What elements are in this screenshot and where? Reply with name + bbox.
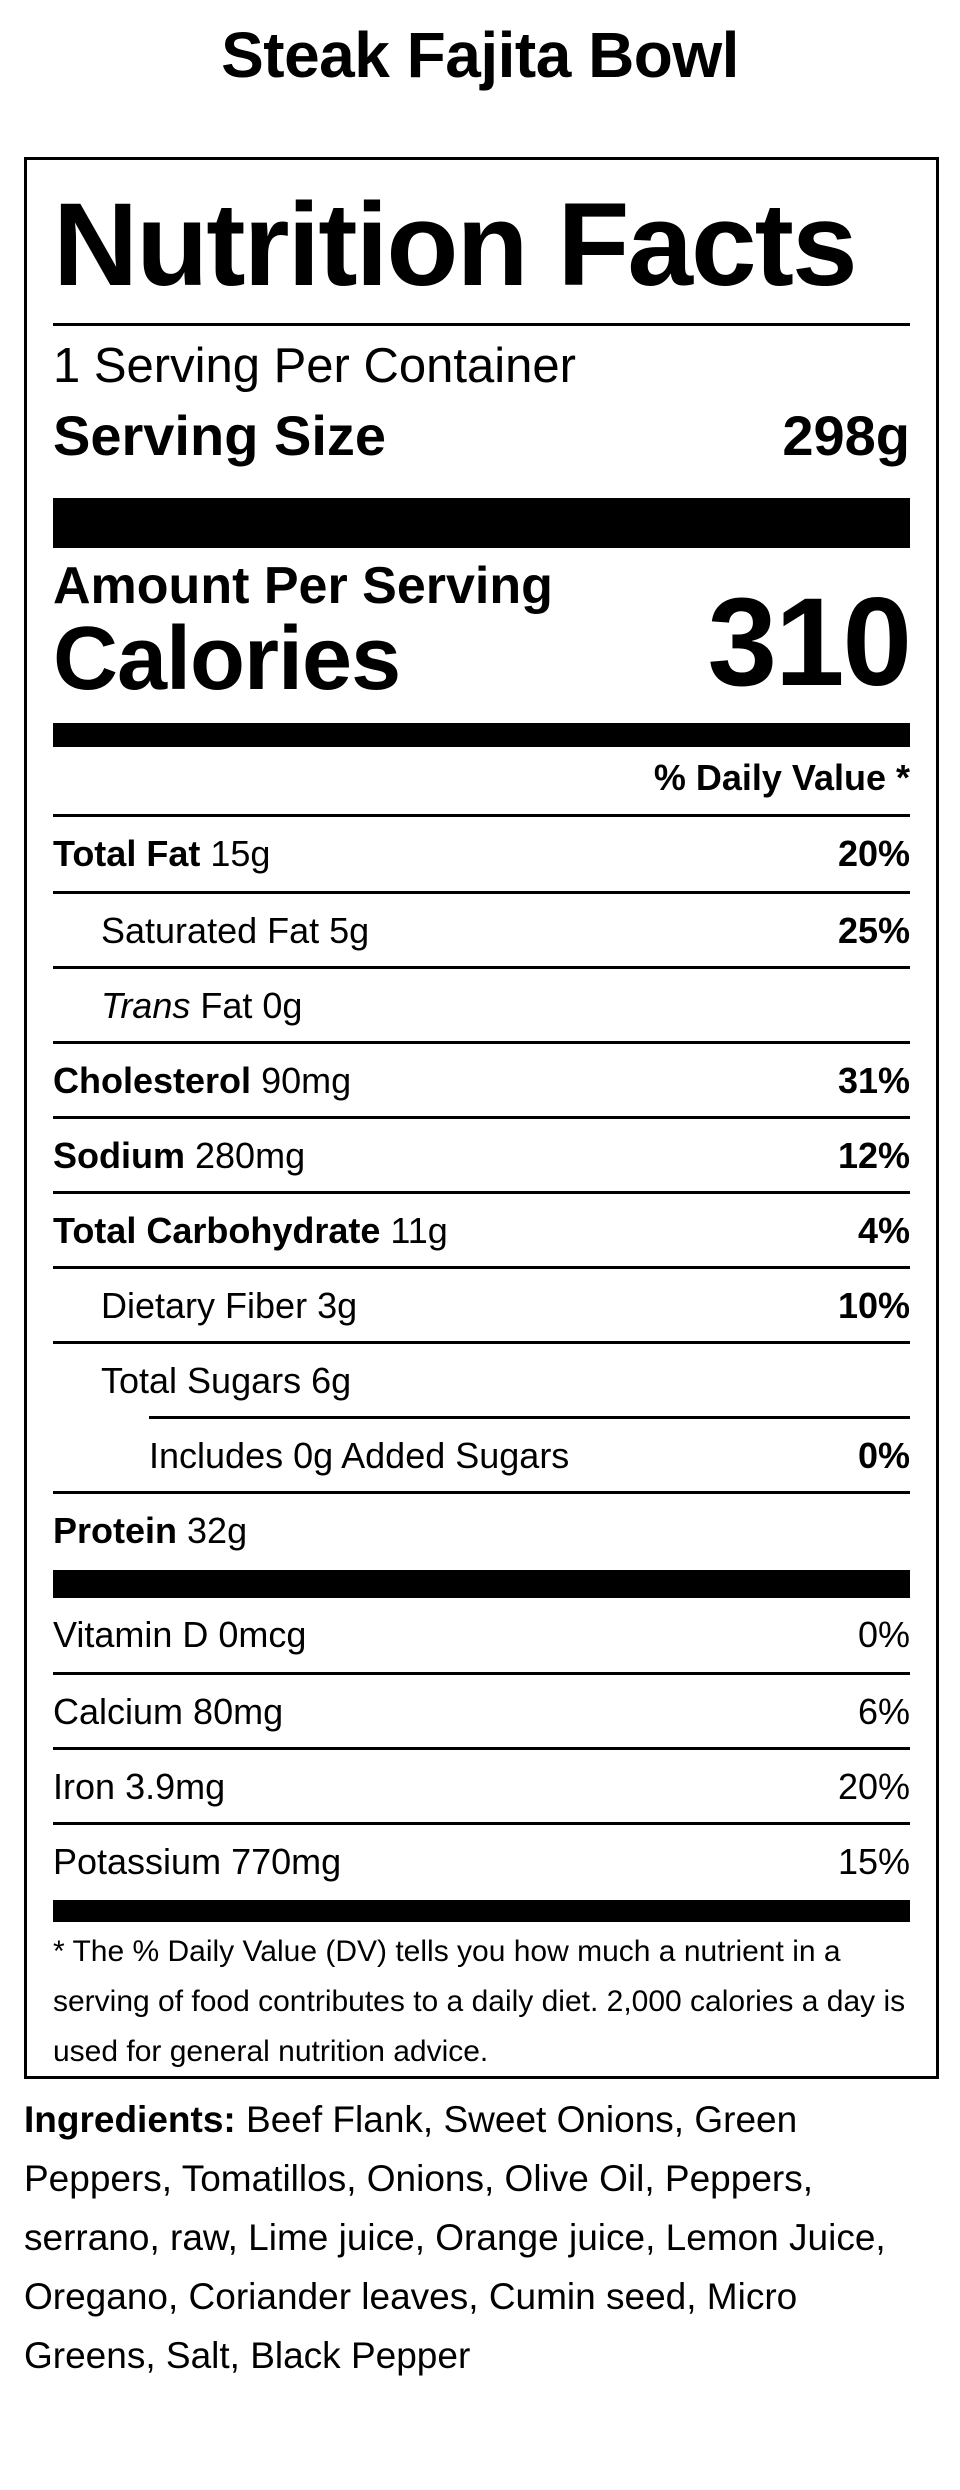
daily-value-footnote: * The % Daily Value (DV) tells you how m… [53, 1935, 906, 2068]
vitamin-dv: 15% [837, 1841, 910, 1882]
vitamin-amount: 3.9mg [125, 1766, 226, 1807]
nutrition-facts-heading: Nutrition Facts [53, 179, 858, 311]
vitamin-row-calcium: Calcium 80mg 6% [53, 1675, 910, 1749]
divider [53, 814, 910, 817]
vitamin-row-iron: Iron 3.9mg 20% [53, 1750, 910, 1824]
daily-value-header: % Daily Value * [653, 757, 910, 798]
nutrient-name: Total Sugars [101, 1360, 302, 1401]
nutrient-amount: 15g [210, 833, 271, 874]
divider [53, 1747, 910, 1750]
nutrient-dv: 10% [837, 1285, 910, 1326]
nutrient-amount: 3g [317, 1285, 358, 1326]
vitamin-name: Potassium [53, 1841, 222, 1882]
nutrient-row-trans-fat: Trans Fat 0g [53, 969, 910, 1043]
vitamin-dv: 6% [857, 1691, 910, 1732]
nutrient-name: Trans [101, 985, 191, 1026]
nutrient-name: Saturated Fat [101, 910, 320, 951]
nutrient-amount: 32g [187, 1510, 248, 1551]
nutrient-amount: 280mg [195, 1135, 306, 1176]
calories-value: 310 [707, 573, 912, 712]
ingredients-label: Ingredients: [24, 2099, 236, 2140]
nutrient-dv: 4% [857, 1210, 910, 1251]
vitamin-row-vitamin-d: Vitamin D 0mcg 0% [53, 1598, 910, 1672]
nutrient-amount: 90mg [261, 1060, 352, 1101]
vitamin-amount: 770mg [231, 1841, 342, 1882]
nutrient-row-sodium: Sodium 280mg 12% [53, 1119, 910, 1193]
ingredients-section: Ingredients: Beef Flank, Sweet Onions, G… [24, 2090, 936, 2385]
nutrient-name: Includes 0g Added Sugars [149, 1435, 570, 1476]
divider [53, 1491, 910, 1494]
nutrient-name: Sodium [53, 1135, 185, 1176]
divider [53, 1672, 910, 1675]
nutrient-row-cholesterol: Cholesterol 90mg 31% [53, 1044, 910, 1118]
vitamin-dv: 0% [857, 1614, 910, 1655]
nutrient-dv: 25% [837, 910, 910, 951]
nutrient-name: Total Fat [53, 833, 201, 874]
divider [53, 1341, 910, 1344]
nutrient-row-dietary-fiber: Dietary Fiber 3g 10% [53, 1269, 910, 1343]
ingredients-text: Beef Flank, Sweet Onions, Green Peppers,… [24, 2099, 886, 2376]
nutrient-row-protein: Protein 32g [53, 1494, 910, 1568]
vitamin-amount: 0mcg [218, 1614, 307, 1655]
vitamin-name: Iron [53, 1766, 116, 1807]
nutrient-dv: 20% [837, 833, 910, 874]
vitamin-name: Vitamin D [53, 1614, 209, 1655]
divider [53, 1822, 910, 1825]
thick-divider [53, 498, 910, 548]
vitamin-amount: 80mg [193, 1691, 284, 1732]
nutrition-facts-panel: Nutrition Facts 1 Serving Per Container … [24, 157, 939, 2079]
divider [53, 1041, 910, 1044]
nutrient-amount: 5g [329, 910, 370, 951]
nutrient-amount: 0g [262, 985, 303, 1026]
nutrient-name: Protein [53, 1510, 178, 1551]
vitamin-dv: 20% [837, 1766, 910, 1807]
nutrient-name: Cholesterol [53, 1060, 252, 1101]
divider [53, 1266, 910, 1269]
serving-size-row: Serving Size 298g [53, 405, 910, 467]
nutrient-amount: 11g [390, 1210, 448, 1251]
servings-per-container: 1 Serving Per Container [53, 339, 576, 393]
thick-divider [53, 1900, 910, 1922]
nutrient-row-added-sugars: Includes 0g Added Sugars 0% [53, 1419, 910, 1493]
divider [53, 1191, 910, 1194]
nutrient-dv: 31% [837, 1060, 910, 1101]
divider [53, 1116, 910, 1119]
divider [53, 966, 910, 969]
nutrient-row-total-fat: Total Fat 15g 20% [53, 817, 910, 891]
nutrient-row-saturated-fat: Saturated Fat 5g 25% [53, 894, 910, 968]
serving-size-value: 298g [782, 404, 910, 467]
nutrient-name: Total Carbohydrate [53, 1210, 381, 1251]
product-title: Steak Fajita Bowl [221, 19, 739, 91]
medium-divider [53, 723, 910, 747]
divider [53, 323, 910, 326]
thick-divider [53, 1570, 910, 1598]
divider [53, 891, 910, 894]
vitamin-row-potassium: Potassium 770mg 15% [53, 1825, 910, 1899]
amount-per-serving: Amount Per Serving [53, 557, 553, 615]
calories-label: Calories [53, 609, 401, 709]
nutrient-dv: 12% [837, 1135, 910, 1176]
serving-size-label: Serving Size [53, 404, 387, 467]
nutrient-row-total-carbohydrate: Total Carbohydrate 11g 4% [53, 1194, 910, 1268]
vitamin-name: Calcium [53, 1691, 184, 1732]
nutrient-row-total-sugars: Total Sugars 6g [53, 1344, 910, 1418]
nutrient-name: Dietary Fiber [101, 1285, 308, 1326]
nutrient-dv: 0% [857, 1435, 910, 1476]
divider-indented [149, 1416, 910, 1419]
nutrient-amount: 6g [311, 1360, 352, 1401]
nutrient-name-suffix: Fat [200, 985, 253, 1026]
